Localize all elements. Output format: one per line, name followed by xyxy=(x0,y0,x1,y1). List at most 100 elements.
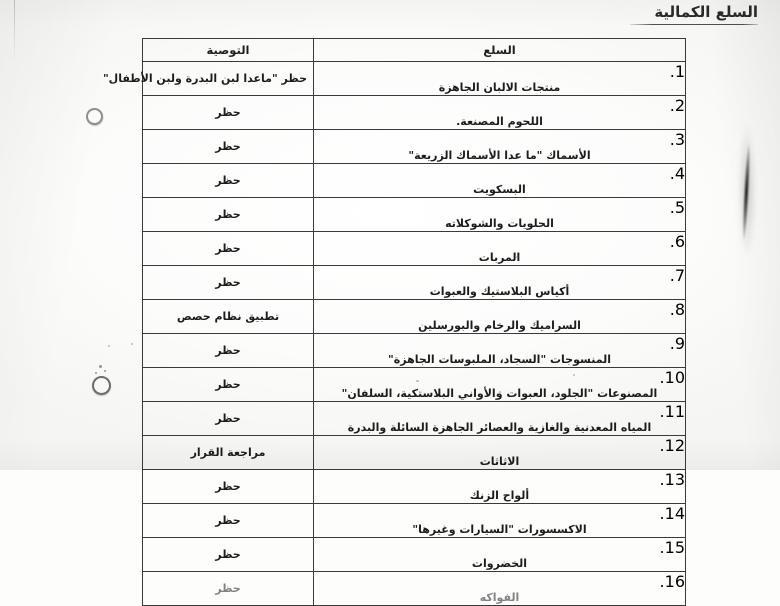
cell-recommendation-label: حظر xyxy=(215,173,241,187)
cell-recommendation: حظر "ماعدا لبن البدرة ولبن الأطفال" xyxy=(102,61,314,96)
scan-speckle xyxy=(499,391,501,393)
row-number: 14. xyxy=(659,504,685,523)
row-number: 8. xyxy=(669,300,685,319)
table-header-row: السلع التوصية xyxy=(142,38,686,62)
cell-recommendation: حظر xyxy=(142,197,314,232)
cell-recommendation: حظر xyxy=(142,333,314,368)
cell-recommendation-label: حظر xyxy=(215,479,241,493)
cell-goods-label: الاثاثات xyxy=(479,455,520,468)
table-row: 8. السراميك والرخام والبورسلين تطبيق نظام … xyxy=(142,299,686,334)
cell-recommendation: حظر xyxy=(142,231,314,266)
row-number: 3. xyxy=(669,130,685,149)
cell-goods-label: المياه المعدنية والغازية والعصائر الجاهز… xyxy=(347,421,652,434)
table-row: 3. الأسماك "ما عدا الأسماك الزريعة" حظر xyxy=(142,129,686,164)
cell-goods-label: الأسماك "ما عدا الأسماك الزريعة" xyxy=(408,149,591,162)
cell-recommendation-label: حظر xyxy=(215,513,241,527)
cell-recommendation: حظر xyxy=(142,163,314,198)
page-title-underline xyxy=(630,24,758,25)
cell-recommendation-label: حظر xyxy=(215,241,241,255)
table-row: 15. الخضروات حظر xyxy=(142,537,686,572)
cell-recommendation-label: مراجعة القرار xyxy=(190,445,266,459)
scan-speckle xyxy=(416,380,419,382)
cell-recommendation: حظر xyxy=(142,537,314,572)
cell-goods: 2. اللحوم المصنعة. xyxy=(313,95,686,130)
cell-goods: 7. أكياس البلاستيك والعبوات xyxy=(313,265,686,300)
table-row: 11. المياه المعدنية والغازية والعصائر الج… xyxy=(142,401,686,436)
scan-speckle xyxy=(108,345,110,347)
table-row: 6. المربات حظر xyxy=(142,231,686,266)
goods-table: السلع التوصية 1. منتجات الالبان الجاهزة حظ… xyxy=(102,38,686,606)
cell-goods: 15. الخضروات xyxy=(313,537,686,572)
scan-speckle xyxy=(131,343,133,345)
cell-goods-label: المصنوعات "الجلود، العبوات والأواني البل… xyxy=(341,387,658,400)
table-row: 13. ألواح الزنك حظر xyxy=(142,469,686,504)
cell-goods: 14. الاكسسورات "السيارات وغيرها" xyxy=(313,503,686,538)
cell-recommendation-label: حظر xyxy=(215,105,241,119)
cell-goods: 9. المنسوجات "السجاد، الملبوسات الجاهزة" xyxy=(313,333,686,368)
cell-goods-label: الاكسسورات "السيارات وغيرها" xyxy=(412,523,587,536)
column-header-goods-label: السلع xyxy=(483,43,516,57)
cell-recommendation: حظر xyxy=(142,367,314,402)
cell-goods-label: منتجات الالبان الجاهزة xyxy=(438,81,561,94)
cell-goods: 11. المياه المعدنية والغازية والعصائر الج… xyxy=(313,401,686,436)
row-number: 7. xyxy=(669,266,685,285)
cell-goods: 3. الأسماك "ما عدا الأسماك الزريعة" xyxy=(313,129,686,164)
cell-goods-label: ألواح الزنك xyxy=(469,489,530,502)
row-number: 16. xyxy=(659,572,685,591)
cell-recommendation-label: حظر xyxy=(215,343,241,357)
table-row: 7. أكياس البلاستيك والعبوات حظر xyxy=(142,265,686,300)
page-title-block: السلع الكمالية xyxy=(630,2,758,25)
cell-goods-label: السراميك والرخام والبورسلين xyxy=(418,319,581,332)
cell-recommendation: تطبيق نظام حصص xyxy=(142,299,314,334)
scan-speckle xyxy=(104,370,106,372)
table-row: 12. الاثاثات مراجعة القرار xyxy=(142,435,686,470)
table-row: 2. اللحوم المصنعة. حظر xyxy=(142,95,686,130)
scan-speckle xyxy=(516,256,519,258)
cell-recommendation: حظر xyxy=(142,401,314,436)
scan-speckle xyxy=(99,365,102,368)
cell-goods-label: المنسوجات "السجاد، الملبوسات الجاهزة" xyxy=(388,353,611,366)
table-body: 1. منتجات الالبان الجاهزة حظر "ماعدا لبن ا… xyxy=(102,61,686,606)
cell-recommendation-label: حظر "ماعدا لبن البدرة ولبن الأطفال" xyxy=(102,71,307,85)
cell-goods-label: أكياس البلاستيك والعبوات xyxy=(429,285,570,298)
scan-speckle xyxy=(95,372,97,374)
cell-recommendation: حظر xyxy=(142,95,314,130)
cell-recommendation: حظر xyxy=(142,129,314,164)
cell-goods: 6. المربات xyxy=(313,231,686,266)
cell-goods: 5. الحلويات والشوكلاته xyxy=(313,197,686,232)
row-number: 11. xyxy=(659,402,685,421)
cell-goods: 13. ألواح الزنك xyxy=(313,469,686,504)
cell-goods: 8. السراميك والرخام والبورسلين xyxy=(313,299,686,334)
cell-goods: 1. منتجات الالبان الجاهزة xyxy=(313,61,686,96)
cell-goods-label: المربات xyxy=(478,251,521,264)
row-number: 2. xyxy=(669,96,685,115)
cell-recommendation: مراجعة القرار xyxy=(142,435,314,470)
cell-recommendation: حظر xyxy=(142,571,314,606)
cell-recommendation-label: حظر xyxy=(215,275,241,289)
scan-speckle xyxy=(545,327,548,329)
cell-recommendation-label: تطبيق نظام حصص xyxy=(176,309,280,323)
column-header-recommendation: التوصية xyxy=(142,38,314,62)
cell-recommendation-label: حظر xyxy=(215,139,241,153)
cell-recommendation-label: حظر xyxy=(215,207,241,221)
cell-goods-label: الفواكه xyxy=(479,591,520,604)
cell-recommendation: حظر xyxy=(142,265,314,300)
scan-speckle xyxy=(573,374,575,376)
cell-goods: 16. الفواكه xyxy=(313,571,686,606)
cell-goods: 12. الاثاثات xyxy=(313,435,686,470)
table-row: 5. الحلويات والشوكلاته حظر xyxy=(142,197,686,232)
table-row: 10. المصنوعات "الجلود، العبوات والأواني ا… xyxy=(142,367,686,402)
row-number: 9. xyxy=(669,334,685,353)
table-row: 4. البسكويت حظر xyxy=(142,163,686,198)
column-header-recommendation-label: التوصية xyxy=(206,43,250,57)
cell-recommendation-label: حظر xyxy=(215,411,241,425)
hole-punch-artifact-icon xyxy=(92,376,111,395)
table-row: 14. الاكسسورات "السيارات وغيرها" حظر xyxy=(142,503,686,538)
table-row: 9. المنسوجات "السجاد، الملبوسات الجاهزة" ح… xyxy=(142,333,686,368)
cell-recommendation-label: حظر xyxy=(215,377,241,391)
row-number: 4. xyxy=(669,164,685,183)
page-margin-rule xyxy=(14,0,15,62)
cell-recommendation: حظر xyxy=(142,503,314,538)
column-header-goods: السلع xyxy=(313,38,686,62)
